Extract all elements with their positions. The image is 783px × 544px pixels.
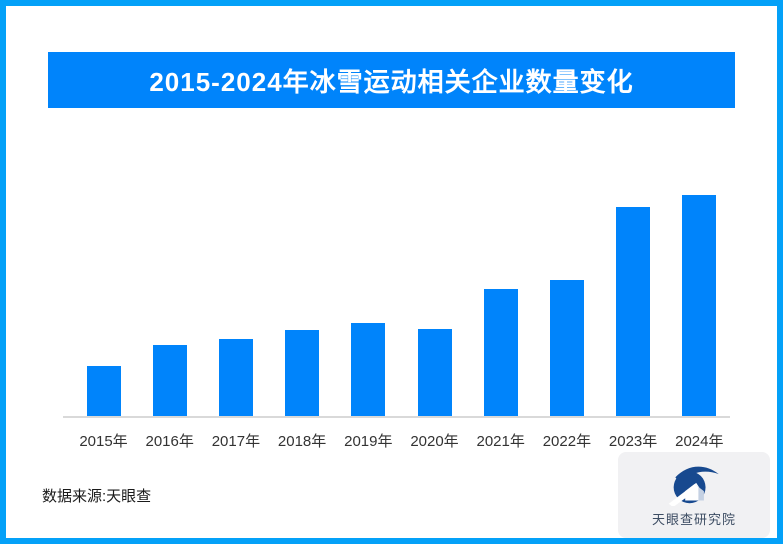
chart-title-banner: 2015-2024年冰雪运动相关企业数量变化 bbox=[48, 52, 735, 108]
bar-2018年 bbox=[285, 329, 320, 416]
x-axis-label-2023年: 2023年 bbox=[608, 433, 658, 450]
bar-2021年 bbox=[483, 289, 518, 416]
bar-2019年 bbox=[351, 322, 386, 416]
x-axis-line bbox=[63, 416, 730, 418]
bar-2024年 bbox=[682, 195, 717, 416]
tianyancha-logo-card: 天眼查研究院 bbox=[618, 452, 770, 538]
x-axis-label-2019年: 2019年 bbox=[344, 433, 393, 450]
bar-2016年 bbox=[152, 344, 187, 416]
x-axis-label-2017年: 2017年 bbox=[211, 433, 261, 450]
x-axis-label-2015年: 2015年 bbox=[79, 433, 128, 450]
x-axis-label-2022年: 2022年 bbox=[542, 433, 592, 450]
x-axis-label-2021年: 2021年 bbox=[476, 433, 525, 450]
bar-2020年 bbox=[417, 328, 452, 416]
data-source-note: 数据来源:天眼查 bbox=[42, 488, 152, 505]
x-axis-label-2016年: 2016年 bbox=[145, 433, 194, 450]
bar-2022年 bbox=[549, 279, 584, 416]
tianyancha-logo-text: 天眼查研究院 bbox=[651, 512, 736, 527]
x-axis-label-2018年: 2018年 bbox=[277, 433, 327, 450]
x-axis-label-2024年: 2024年 bbox=[675, 433, 724, 450]
x-axis-label-2020年: 2020年 bbox=[410, 433, 459, 450]
chart-title: 2015-2024年冰雪运动相关企业数量变化 bbox=[149, 66, 634, 97]
bar-2023年 bbox=[616, 206, 651, 416]
bar-2017年 bbox=[218, 338, 253, 416]
tianyancha-eye-icon bbox=[668, 466, 719, 506]
bar-2015年 bbox=[86, 366, 121, 416]
